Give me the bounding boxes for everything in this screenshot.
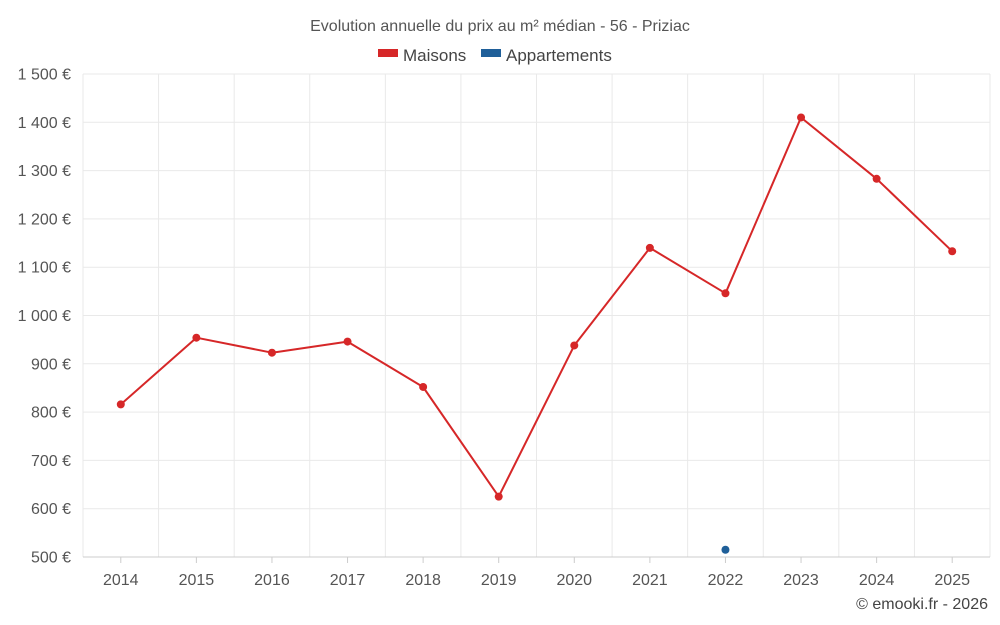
legend-item-appartements[interactable]: Appartements xyxy=(481,46,612,65)
data-point-maisons[interactable] xyxy=(721,289,730,298)
data-point-maisons[interactable] xyxy=(343,337,352,346)
legend-label-appartements: Appartements xyxy=(506,46,612,65)
y-tick-label: 1 300 € xyxy=(18,163,71,180)
x-axis: 2014 2015 2016 2017 2018 2019 2020 2021 2022 2023… xyxy=(83,556,990,589)
y-axis: 500 € 600 € 700 € 800 € 900 € 1 000 € 1 100 € 1… xyxy=(18,67,71,567)
data-point-maisons[interactable] xyxy=(797,113,806,122)
x-tick-label: 2015 xyxy=(179,572,215,589)
series-layer xyxy=(116,113,957,554)
data-point-maisons[interactable] xyxy=(570,341,579,350)
legend-label-maisons: Maisons xyxy=(403,46,466,65)
chart-title: Evolution annuelle du prix au m² médian … xyxy=(310,18,690,35)
data-point-maisons[interactable] xyxy=(267,348,276,357)
x-tick-label: 2019 xyxy=(481,572,517,589)
x-tick-label: 2014 xyxy=(103,572,139,589)
y-tick-label: 1 100 € xyxy=(18,260,71,277)
data-point-maisons[interactable] xyxy=(192,333,201,342)
x-tick-label: 2016 xyxy=(254,572,290,589)
legend-item-maisons[interactable]: Maisons xyxy=(378,46,466,65)
x-tick-label: 2021 xyxy=(632,572,668,589)
grid xyxy=(82,73,991,558)
x-tick-label: 2023 xyxy=(783,572,819,589)
y-tick-label: 700 € xyxy=(31,453,71,470)
x-tick-label: 2018 xyxy=(405,572,441,589)
data-point-maisons[interactable] xyxy=(116,400,125,409)
x-tick-label: 2020 xyxy=(556,572,592,589)
credit-text: © emooki.fr - 2026 xyxy=(856,596,988,613)
x-tick-label: 2022 xyxy=(708,572,744,589)
y-tick-label: 800 € xyxy=(31,405,71,422)
data-point-maisons[interactable] xyxy=(645,243,654,252)
data-point-maisons[interactable] xyxy=(419,382,428,391)
x-tick-label: 2025 xyxy=(934,572,970,589)
x-tick-label: 2024 xyxy=(859,572,895,589)
y-tick-label: 1 500 € xyxy=(18,67,71,84)
y-tick-label: 900 € xyxy=(31,356,71,373)
legend-swatch-appartements xyxy=(481,49,501,57)
data-point-maisons[interactable] xyxy=(948,247,957,256)
legend: Maisons Appartements xyxy=(378,46,612,65)
legend-swatch-maisons xyxy=(378,49,398,57)
y-tick-label: 600 € xyxy=(31,501,71,518)
data-point-maisons[interactable] xyxy=(872,174,881,183)
y-tick-label: 1 200 € xyxy=(18,211,71,228)
data-point-maisons[interactable] xyxy=(494,492,503,501)
y-tick-label: 1 400 € xyxy=(18,115,71,132)
x-tick-label: 2017 xyxy=(330,572,366,589)
y-tick-label: 500 € xyxy=(31,550,71,567)
series-line-maisons xyxy=(120,116,953,498)
y-tick-label: 1 000 € xyxy=(18,308,71,325)
data-point-appartements[interactable] xyxy=(721,545,730,554)
